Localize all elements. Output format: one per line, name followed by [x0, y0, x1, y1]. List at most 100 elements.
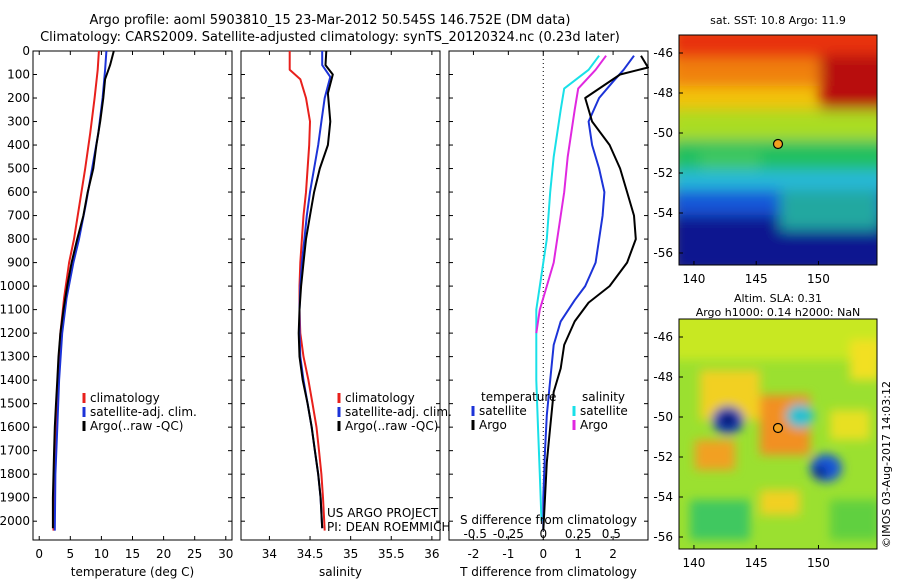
depth-tick-label: 900	[7, 256, 30, 270]
sla_map-xtick-label: 140	[682, 556, 705, 570]
depth-tick-label: 1600	[0, 420, 30, 434]
salinity-xlabel: salinity	[319, 565, 362, 579]
depth-tick-label: 1700	[0, 444, 30, 458]
sst_map-ytick-label: -56	[653, 246, 673, 260]
temperature-xtick-label: 10	[94, 547, 109, 561]
sla_map-ytick-label: -50	[653, 410, 673, 424]
depth-tick-label: 500	[7, 162, 30, 176]
depth-tick-label: 700	[7, 209, 30, 223]
differences-xtick-label: 0	[539, 547, 547, 561]
sal-diff-legend-label: satellite	[580, 404, 628, 418]
temperature-xtick-label: 0	[35, 547, 43, 561]
sst-map-title: sat. SST: 10.8 Argo: 11.9	[710, 14, 846, 27]
depth-tick-label: 100	[7, 68, 30, 82]
differences-series-2	[535, 55, 600, 522]
salinity-xtick-label: 35.5	[378, 547, 405, 561]
temperature-series-0	[52, 50, 100, 531]
depth-tick-label: 2000	[0, 514, 30, 528]
depth-tick-label: 0	[22, 44, 30, 58]
sst-map-field	[679, 35, 877, 265]
depth-tick-label: 200	[7, 91, 30, 105]
salinity-xtick-label: 35	[343, 547, 358, 561]
temperature-legend-label: climatology	[90, 391, 160, 405]
sal-legend-title: salinity	[582, 390, 625, 404]
sla_map-ytick-label: -48	[653, 370, 673, 384]
sla_map-argo-marker	[772, 422, 784, 434]
s-tick-label: 0	[539, 527, 547, 541]
s-tick-label: -0.25	[493, 527, 524, 541]
sst_map-xtick-label: 140	[682, 272, 705, 286]
depth-tick-label: 1800	[0, 467, 30, 481]
depth-tick-label: 1300	[0, 350, 30, 364]
figure-title-line1: Argo profile: aoml 5903810_15 23-Mar-201…	[89, 13, 571, 28]
salinity-legend-label: Argo(..raw -QC)	[345, 419, 438, 433]
temperature-axes	[32, 50, 233, 541]
salinity-xtick-label: 36	[424, 547, 439, 561]
temperature-xtick-label: 15	[125, 547, 140, 561]
differences-series-3	[535, 55, 607, 334]
temperature-xtick-label: 30	[218, 547, 233, 561]
differences-xtick-label: 1	[574, 547, 582, 561]
s-tick-label: 0.25	[565, 527, 592, 541]
project-annotation: US ARGO PROJECT	[327, 506, 439, 520]
differences-axes	[448, 50, 649, 541]
salinity-legend-label: climatology	[345, 391, 415, 405]
temp-diff-legend-label: Argo	[479, 418, 507, 432]
differences-xtick-label: -1	[502, 547, 514, 561]
s-tick-label: -0.5	[463, 527, 486, 541]
depth-tick-label: 1500	[0, 397, 30, 411]
differences-xtick-label: 2	[609, 547, 617, 561]
pi-annotation: PI: DEAN ROEMMICH	[327, 520, 450, 534]
differences-xlabel: T difference from climatology	[459, 565, 637, 579]
depth-tick-label: 1200	[0, 326, 30, 340]
depth-tick-label: 1100	[0, 303, 30, 317]
sst_map-ytick-label: -46	[653, 46, 673, 60]
sst_map-xtick-label: 145	[745, 272, 768, 286]
salinity-xtick-label: 34.5	[297, 547, 324, 561]
salinity-series-2	[297, 50, 334, 529]
temperature-series-2	[51, 50, 115, 529]
sla-map-title-line2: Argo h1000: 0.14 h2000: NaN	[696, 306, 861, 319]
sla_map-xtick-label: 145	[745, 556, 768, 570]
sla-map-title-line1: Altim. SLA: 0.31	[734, 292, 822, 305]
s-tick-label: 0.5	[602, 527, 621, 541]
salinity-axes	[240, 50, 441, 541]
sst_map-xtick-label: 150	[807, 272, 830, 286]
salinity-legend-label: satellite-adj. clim.	[345, 405, 452, 419]
differences-series-1	[542, 55, 649, 531]
depth-tick-label: 600	[7, 185, 30, 199]
sla_map-ytick-label: -46	[653, 330, 673, 344]
figure-title-line2: Climatology: CARS2009. Satellite-adjuste…	[40, 30, 620, 45]
imos-credit: ©IMOS 03-Aug-2017 14:03:12	[880, 381, 893, 548]
differences-series-0	[542, 55, 635, 531]
temp-legend-title: temperature	[481, 390, 556, 404]
sst_map-argo-marker	[772, 138, 784, 150]
depth-tick-label: 1400	[0, 373, 30, 387]
sla-map-field	[679, 319, 877, 549]
depth-tick-label: 1000	[0, 279, 30, 293]
temperature-legend-label: Argo(..raw -QC)	[90, 419, 183, 433]
temp-diff-legend-label: satellite	[479, 404, 527, 418]
temperature-xlabel: temperature (deg C)	[71, 565, 194, 579]
salinity-xtick-label: 34	[262, 547, 277, 561]
temperature-xtick-label: 5	[66, 547, 74, 561]
differences-xtick-label: -2	[467, 547, 479, 561]
sla_map-ytick-label: -56	[653, 530, 673, 544]
temperature-xtick-label: 25	[187, 547, 202, 561]
sla_map-ytick-label: -54	[653, 490, 673, 504]
depth-tick-label: 1900	[0, 491, 30, 505]
sst_map-ytick-label: -48	[653, 86, 673, 100]
sla_map-ytick-label: -52	[653, 450, 673, 464]
sst_map-ytick-label: -52	[653, 166, 673, 180]
temperature-xtick-label: 20	[156, 547, 171, 561]
temperature-legend-label: satellite-adj. clim.	[90, 405, 197, 419]
sst_map-frame	[678, 34, 878, 266]
sla_map-frame	[678, 318, 878, 550]
sal-diff-legend-label: Argo	[580, 418, 608, 432]
sst_map-ytick-label: -54	[653, 206, 673, 220]
depth-tick-label: 400	[7, 138, 30, 152]
depth-tick-label: 300	[7, 115, 30, 129]
salinity-series-0	[288, 51, 326, 531]
sla_map-xtick-label: 150	[807, 556, 830, 570]
